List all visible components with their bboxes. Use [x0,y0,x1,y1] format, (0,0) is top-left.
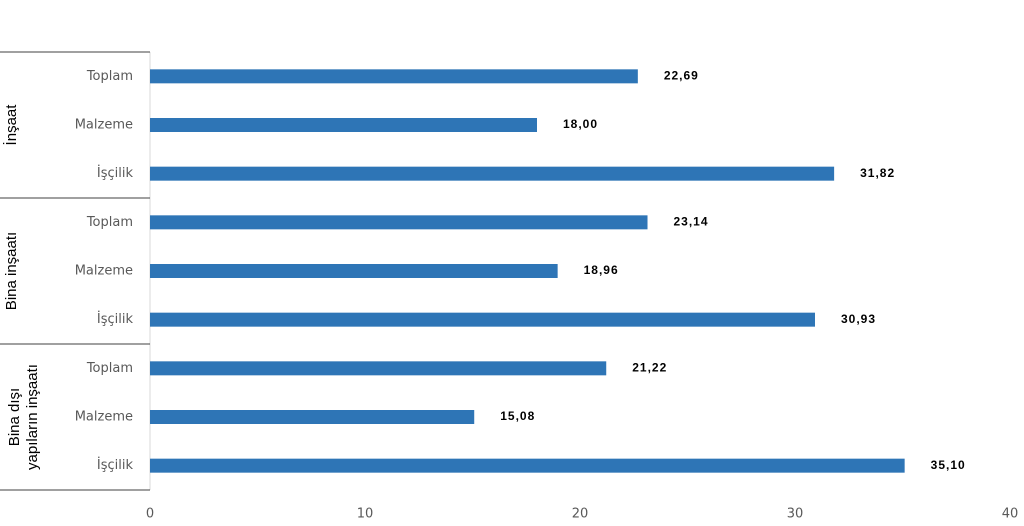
value-label: 22,69 [664,69,699,83]
category-label: Malzeme [75,264,133,279]
bar [150,118,537,132]
category-label: İşçilik [97,165,134,181]
bar [150,361,607,376]
group-label: yapıların inşaatı [24,364,41,470]
value-label: 18,00 [563,117,598,131]
category-label: Toplam [86,69,133,84]
bar [150,458,905,473]
x-tick-label: 30 [787,507,804,522]
group-label: Bina inşaatı [3,232,20,310]
value-label: 30,93 [841,312,876,326]
category-label: Toplam [86,215,133,230]
category-label: İşçilik [97,311,134,327]
bar [150,312,815,327]
bar [150,166,835,181]
x-tick-label: 40 [1002,507,1019,522]
bar [150,410,475,424]
value-label: 31,82 [860,166,895,180]
group-label: İnşaat [2,104,20,146]
category-label: Toplam [86,361,133,376]
bar [150,69,638,84]
bar [150,215,648,230]
value-label: 15,08 [500,409,535,423]
x-tick-label: 20 [572,507,589,522]
x-tick-label: 0 [146,507,154,522]
value-label: 23,14 [674,215,709,229]
bar [150,264,558,278]
group-label: Bina dışı [6,388,23,446]
value-label: 18,96 [584,263,619,277]
category-label: Malzeme [75,410,133,425]
value-label: 21,22 [632,361,667,375]
value-label: 35,10 [931,458,966,472]
x-tick-label: 10 [357,507,374,522]
category-label: Malzeme [75,118,133,133]
category-label: İşçilik [97,457,134,473]
